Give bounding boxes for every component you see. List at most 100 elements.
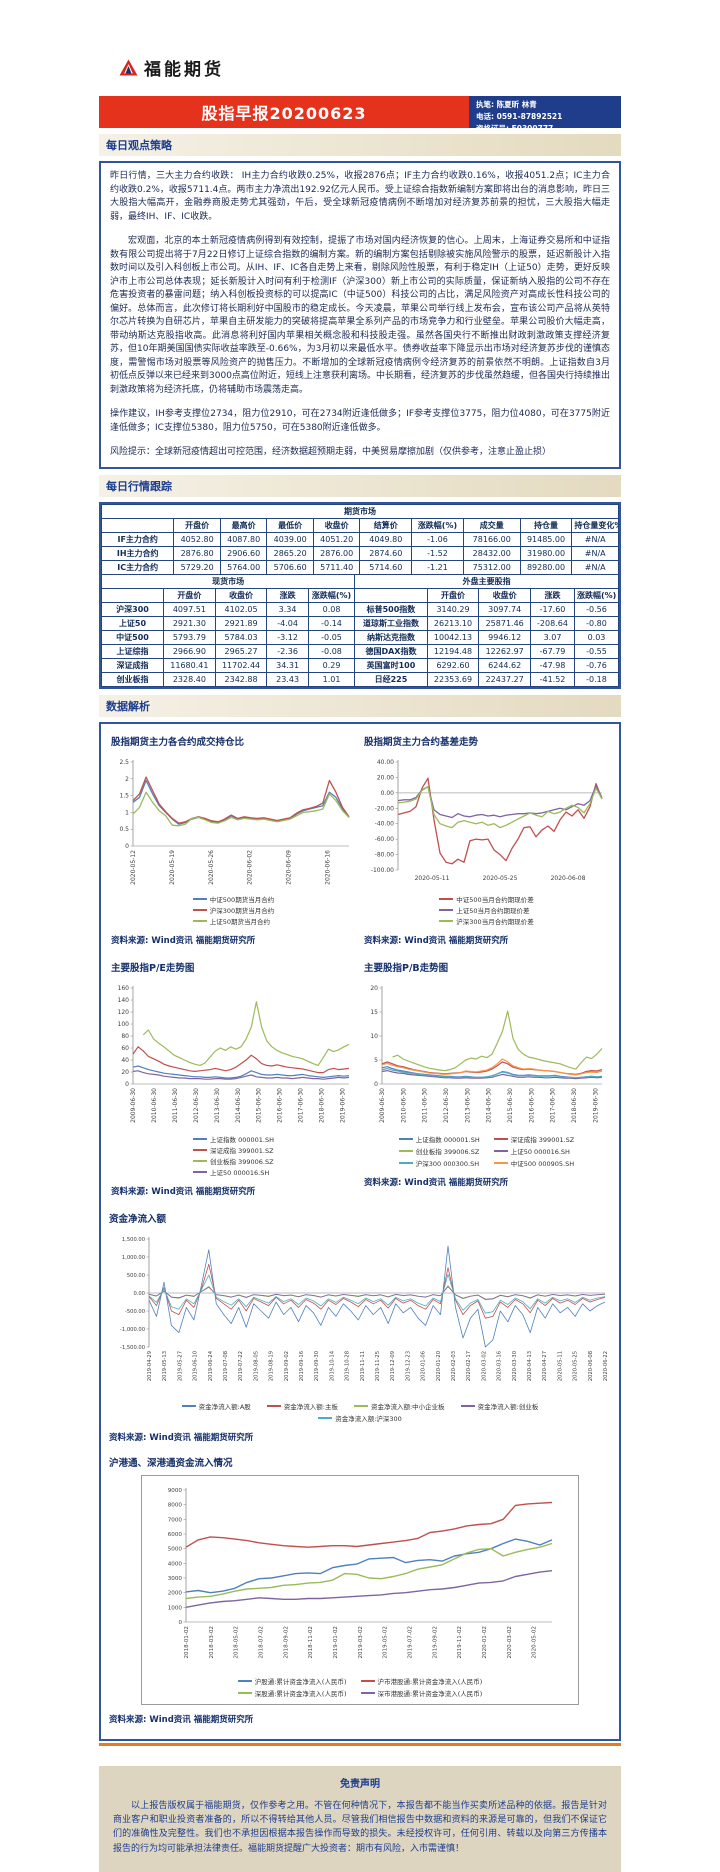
legend-item: 沪深300期货当月合约: [193, 905, 274, 915]
orange-divider: [99, 1743, 621, 1746]
svg-text:2020-04-13: 2020-04-13: [527, 1351, 533, 1381]
svg-text:2019-07-22: 2019-07-22: [238, 1351, 244, 1381]
table-row: 开盘价收盘价涨跌涨跌幅(%)开盘价收盘价涨跌涨跌幅(%): [102, 588, 619, 602]
table-cell: 11680.41: [164, 658, 216, 672]
table-cell: 26213.10: [427, 616, 479, 630]
legend-item: 沪深300 000300.SH: [399, 1158, 480, 1168]
legend-swatch: [193, 1160, 207, 1162]
svg-text:0.00: 0.00: [133, 1291, 145, 1297]
legend-label: 沪深300 000300.SH: [416, 1158, 479, 1168]
table-cell: 最高价: [220, 518, 267, 532]
chart-legend: 中证500期货当月合约沪深300期货当月合约上证50期货当月合约: [193, 894, 274, 926]
table-cell: 2865.20: [267, 546, 314, 560]
table-cell: -47.98: [531, 658, 575, 672]
legend-swatch: [318, 1417, 332, 1419]
table-cell: 9946.12: [479, 630, 531, 644]
table-cell: -4.04: [267, 616, 308, 630]
table-cell: 2921.89: [215, 616, 267, 630]
table-cell: -1.21: [412, 560, 464, 574]
svg-text:2014-06-30: 2014-06-30: [235, 1087, 242, 1122]
legend-label: 深股通:累计资金净流入(人民币): [255, 1688, 347, 1698]
table-cell: 涨跌幅(%): [412, 518, 464, 532]
legend-swatch: [238, 1692, 252, 1694]
svg-text:-60.00: -60.00: [375, 836, 395, 843]
svg-text:2019-09-02: 2019-09-02: [284, 1351, 290, 1381]
chart-title: 资金净流入额: [109, 1211, 613, 1225]
legend-swatch: [193, 898, 207, 900]
svg-text:2018-05-02: 2018-05-02: [234, 1626, 240, 1659]
svg-text:2019-06-24: 2019-06-24: [208, 1350, 214, 1381]
svg-text:2020-01-06: 2020-01-06: [421, 1351, 427, 1381]
legend-swatch: [267, 1405, 281, 1407]
table-cell: -3.12: [267, 630, 308, 644]
table-cell: 3.34: [267, 602, 308, 616]
legend-item: 深市港股通:累计资金净流入(人民币): [361, 1688, 483, 1698]
source-note: 资料来源: Wind资讯 福能期货研究所: [109, 1713, 613, 1725]
table-cell: 开盘价: [427, 588, 479, 602]
legend-swatch: [461, 1405, 475, 1407]
svg-text:2018-09-02: 2018-09-02: [283, 1626, 289, 1659]
market-recap-paragraph: 昨日行情，三大主力合约收跌： IH主力合约收跌0.25%，收报2876点；IF主…: [110, 170, 610, 224]
table-cell: 78166.00: [463, 532, 520, 546]
svg-text:2019-07-02: 2019-07-02: [408, 1626, 414, 1659]
legend-label: 上证50期货当月合约: [210, 916, 270, 926]
table-cell: 6292.60: [427, 658, 479, 672]
svg-text:2019-09-16: 2019-09-16: [299, 1351, 305, 1381]
svg-text:2012-06-30: 2012-06-30: [443, 1087, 450, 1122]
svg-text:2019-09-02: 2019-09-02: [432, 1626, 438, 1659]
table-cell: [102, 518, 174, 532]
table-cell: 0.08: [308, 602, 355, 616]
table-cell: 标普500指数: [355, 602, 427, 616]
chart-legend: 资金净流入额:A股资金净流入额:主板资金净流入额:中小企业板资金净流入额:创业板…: [160, 1401, 560, 1423]
legend-item: 资金净流入额:主板: [267, 1401, 338, 1411]
table-cell: 0.03: [574, 630, 618, 644]
chart-legend: 沪股通:累计资金净流入(人民币)沪市港股通:累计资金净流入(人民币)深股通:累计…: [238, 1676, 483, 1698]
table-cell: 上证50: [102, 616, 164, 630]
table-cell: 期货市场: [102, 504, 619, 518]
svg-text:2017-06-30: 2017-06-30: [298, 1087, 305, 1122]
table-cell: 5711.40: [313, 560, 360, 574]
table-cell: 纳斯达克指数: [355, 630, 427, 644]
legend-label: 资金净流入额:主板: [284, 1401, 338, 1411]
legend-swatch: [193, 920, 207, 922]
legend-label: 上证指数 000001.SH: [210, 1134, 274, 1144]
svg-text:2020-05-12: 2020-05-12: [130, 849, 137, 884]
source-note: 资料来源: Wind资讯 福能期货研究所: [111, 1185, 358, 1197]
strategy-box: 昨日行情，三大主力合约收跌： IH主力合约收跌0.25%，收报2876点；IF主…: [99, 161, 621, 469]
legend-swatch: [494, 1150, 508, 1152]
legend-label: 中证500期货当月合约: [210, 894, 274, 904]
svg-text:2019-08-19: 2019-08-19: [269, 1351, 275, 1381]
svg-text:2013-06-30: 2013-06-30: [214, 1087, 221, 1122]
legend-item: 沪股通:累计资金净流入(人民币): [238, 1676, 347, 1686]
svg-text:2011-06-30: 2011-06-30: [422, 1087, 429, 1122]
svg-text:2011-06-30: 2011-06-30: [172, 1087, 179, 1122]
svg-text:2015-06-30: 2015-06-30: [256, 1087, 263, 1122]
chart-canvas: 0100020003000400050006000700080009000201…: [154, 1482, 566, 1674]
svg-text:2018-01-02: 2018-01-02: [184, 1626, 190, 1659]
table-cell: 4039.00: [267, 532, 314, 546]
svg-text:2020-06-02: 2020-06-02: [247, 849, 254, 884]
svg-text:2019-01-02: 2019-01-02: [333, 1626, 339, 1659]
table-cell: -17.60: [531, 602, 575, 616]
svg-text:2020-02-17: 2020-02-17: [466, 1351, 472, 1381]
table-cell: 5764.00: [220, 560, 267, 574]
author-info-box: 执笔: 陈夏昕 林青 电话: 0591-87892521 资格证号: F0300…: [469, 96, 621, 128]
source-note: 资料来源: Wind资讯 福能期货研究所: [109, 1431, 613, 1443]
table-cell: -0.14: [308, 616, 355, 630]
svg-text:2019-09-30: 2019-09-30: [314, 1351, 320, 1381]
svg-text:2019-12-09: 2019-12-09: [390, 1351, 396, 1381]
table-cell: 34.31: [267, 658, 308, 672]
table-cell: 中证500: [102, 630, 164, 644]
legend-label: 上证50 000016.SH: [511, 1146, 570, 1156]
svg-text:-500.00: -500.00: [125, 1309, 145, 1315]
svg-text:2020-06-22: 2020-06-22: [603, 1351, 609, 1381]
table-cell: 收盘价: [313, 518, 360, 532]
table-cell: 外盘主要股指: [355, 574, 619, 588]
